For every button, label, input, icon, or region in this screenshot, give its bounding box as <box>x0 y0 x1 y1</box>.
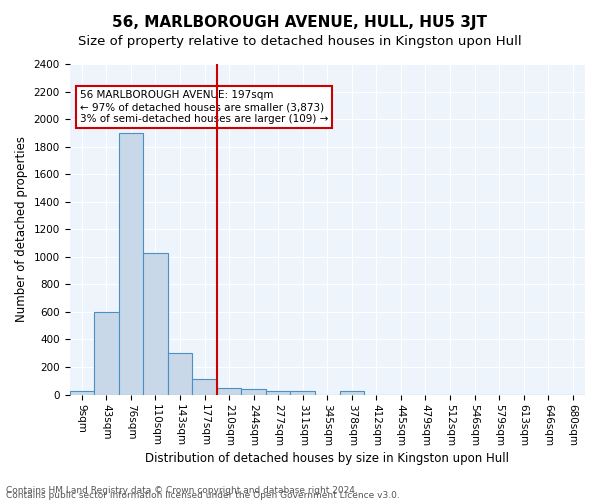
Text: 56 MARLBOROUGH AVENUE: 197sqm
← 97% of detached houses are smaller (3,873)
3% of: 56 MARLBOROUGH AVENUE: 197sqm ← 97% of d… <box>80 90 328 124</box>
Bar <box>290 391 315 394</box>
Bar <box>143 252 168 394</box>
Text: Size of property relative to detached houses in Kingston upon Hull: Size of property relative to detached ho… <box>78 35 522 48</box>
Bar <box>340 391 364 394</box>
Bar <box>119 133 143 394</box>
X-axis label: Distribution of detached houses by size in Kingston upon Hull: Distribution of detached houses by size … <box>145 452 509 465</box>
Bar <box>168 354 192 395</box>
Bar <box>266 391 290 394</box>
Bar <box>241 389 266 394</box>
Text: 56, MARLBOROUGH AVENUE, HULL, HU5 3JT: 56, MARLBOROUGH AVENUE, HULL, HU5 3JT <box>113 15 487 30</box>
Text: Contains HM Land Registry data © Crown copyright and database right 2024.: Contains HM Land Registry data © Crown c… <box>6 486 358 495</box>
Bar <box>94 312 119 394</box>
Bar <box>192 379 217 394</box>
Text: Contains public sector information licensed under the Open Government Licence v3: Contains public sector information licen… <box>6 491 400 500</box>
Bar <box>70 391 94 394</box>
Y-axis label: Number of detached properties: Number of detached properties <box>15 136 28 322</box>
Bar <box>217 388 241 394</box>
